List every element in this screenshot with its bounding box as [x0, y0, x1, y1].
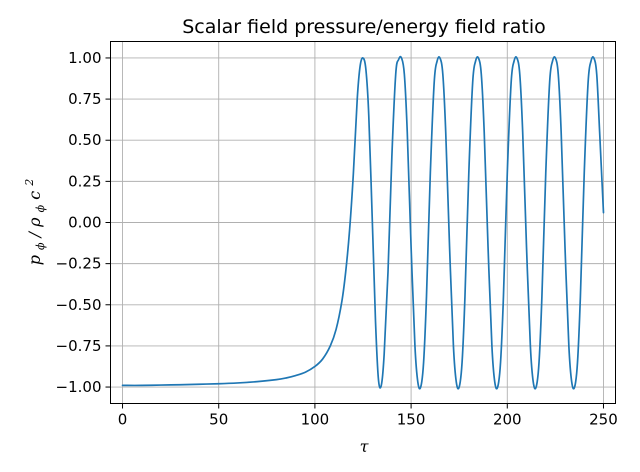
- y-tick-label: 0.00: [68, 214, 101, 232]
- x-tick-label: 200: [493, 411, 522, 429]
- y-tick-label: −0.25: [56, 255, 102, 273]
- y-label-exponent: 2: [23, 179, 36, 187]
- x-tick-label: 50: [209, 411, 228, 429]
- y-tick-label: −0.50: [56, 296, 102, 314]
- plot-frame: [110, 41, 616, 404]
- y-label-phi-subscript-1: ϕ: [34, 242, 47, 250]
- chart-title: Scalar field pressure/energy field ratio: [182, 16, 546, 38]
- y-label-c: c: [25, 191, 44, 200]
- x-tick-label: 100: [301, 411, 330, 429]
- y-label-p: p: [25, 255, 44, 265]
- series-line: [121, 55, 605, 390]
- y-tick-label: −0.75: [56, 337, 102, 355]
- y-tick-label: −1.00: [56, 378, 102, 396]
- x-tick-label: 150: [397, 411, 426, 429]
- y-tick-label: 1.00: [68, 49, 101, 67]
- y-label-slash: /: [25, 230, 44, 239]
- y-label-phi-subscript-2: ϕ: [34, 204, 47, 212]
- y-label-rho: ρ: [25, 217, 44, 228]
- x-tick-label: 0: [118, 411, 128, 429]
- x-axis-label: τ: [360, 437, 370, 456]
- x-tick-label: 250: [589, 411, 618, 429]
- grid-lines: [110, 41, 616, 404]
- y-tick-label: 0.75: [68, 90, 101, 108]
- y-axis-label: p ϕ / ρ ϕ c 2: [23, 179, 48, 266]
- axis-ticks: 0 50 100 150 200 250 1.00 0.75 0.50 0.25 0.00 −0.25…: [56, 49, 618, 429]
- y-tick-label: 0.25: [68, 172, 101, 190]
- y-tick-label: 0.50: [68, 131, 101, 149]
